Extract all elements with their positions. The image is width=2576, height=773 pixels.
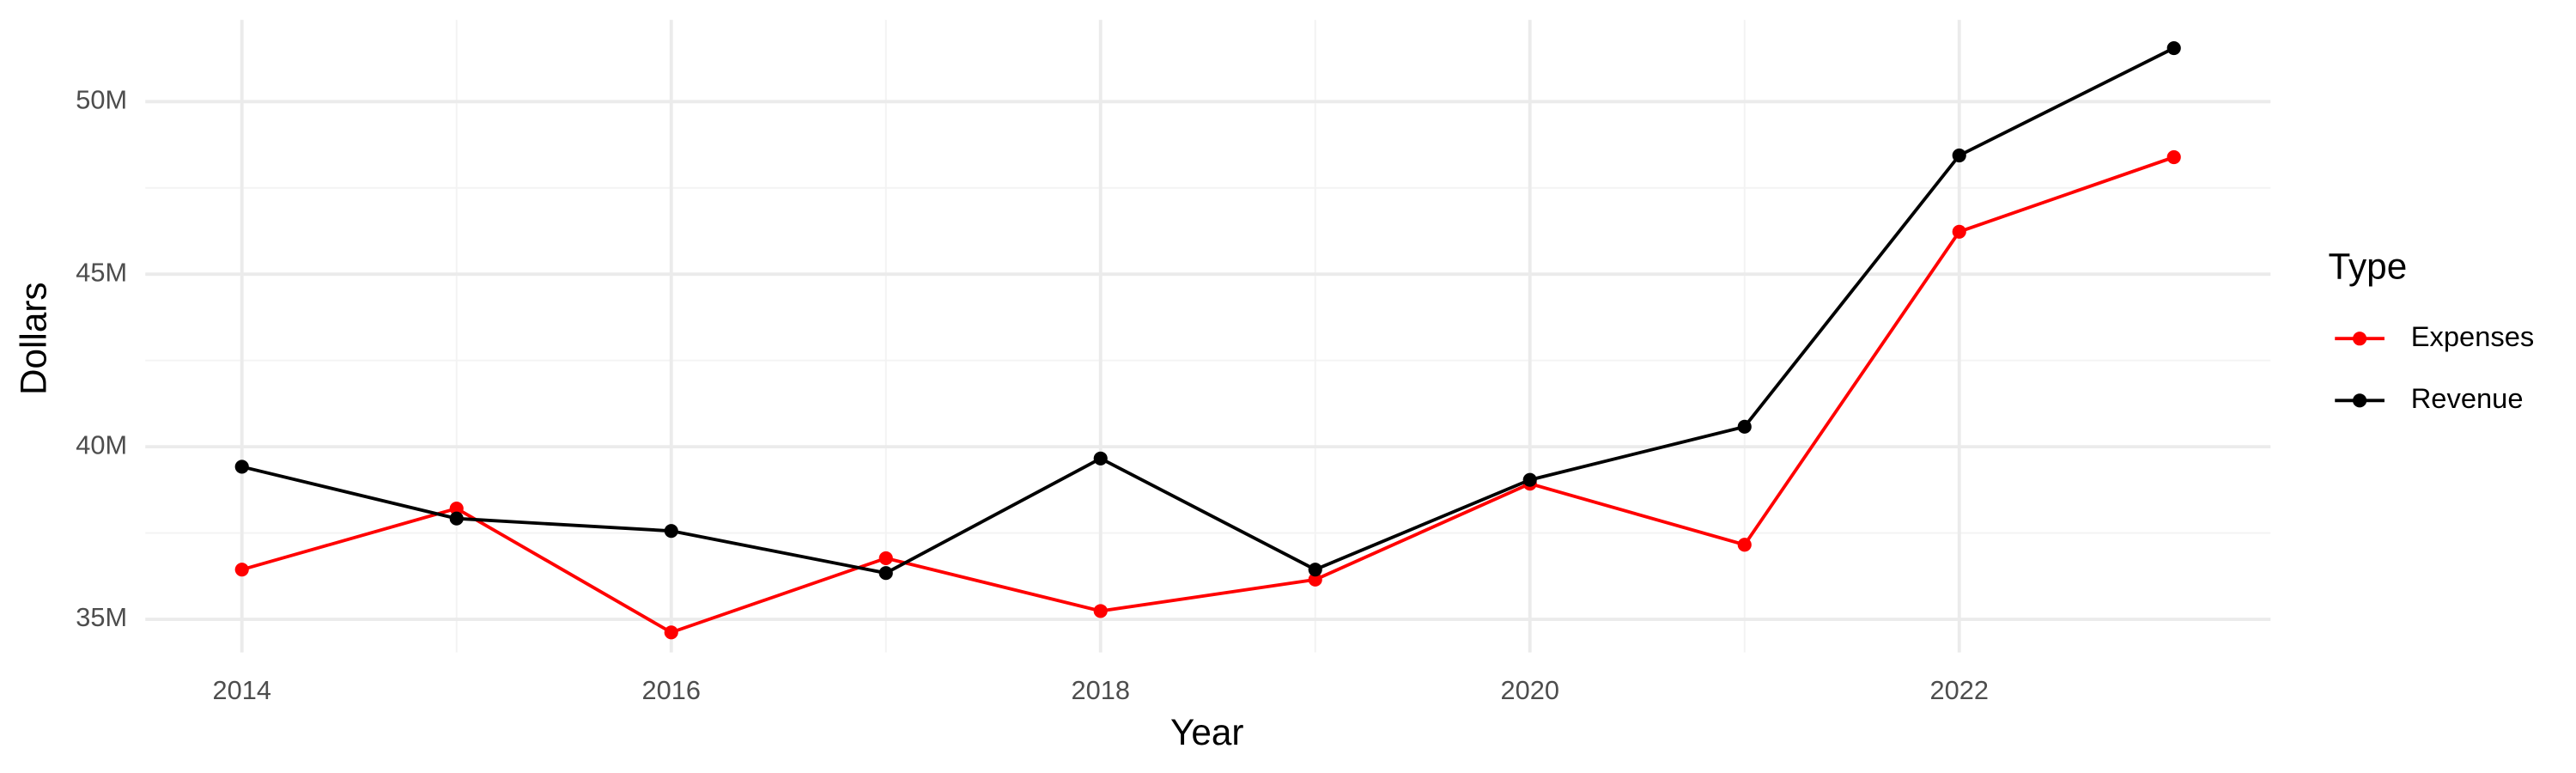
point — [1308, 572, 1322, 587]
y-tick-label: 50M — [76, 84, 127, 114]
grid — [145, 20, 2271, 653]
point — [1952, 148, 1966, 163]
point — [449, 511, 464, 526]
legend-point — [2353, 393, 2367, 408]
y-tick-label: 35M — [76, 602, 127, 632]
x-tick-label: 2014 — [213, 675, 271, 705]
point — [1093, 604, 1108, 618]
legend-point — [2353, 332, 2367, 346]
x-tick-label: 2022 — [1930, 675, 1989, 705]
y-axis-title: Dollars — [13, 282, 53, 395]
legend-label: Revenue — [2411, 382, 2524, 414]
line — [241, 46, 2175, 575]
y-tick-label: 45M — [76, 257, 127, 287]
plot-area — [234, 40, 2181, 640]
point — [664, 524, 678, 539]
point — [1522, 472, 1537, 487]
point — [1093, 451, 1108, 466]
point — [1308, 563, 1322, 577]
x-tick-label: 2016 — [642, 675, 701, 705]
y-tick-label: 40M — [76, 429, 127, 460]
point — [878, 551, 893, 565]
legend-label: Expenses — [2411, 320, 2535, 352]
x-tick-label: 2018 — [1072, 675, 1130, 705]
legend-title: Type — [2329, 247, 2408, 287]
point — [1952, 224, 1966, 239]
point — [878, 566, 893, 581]
point — [1737, 419, 1752, 434]
point — [234, 563, 249, 577]
point — [449, 501, 464, 516]
point — [234, 460, 249, 474]
point — [664, 625, 678, 640]
point — [2166, 149, 2181, 165]
x-tick-label: 2020 — [1501, 675, 1559, 705]
x-axis-title: Year — [1170, 712, 1243, 752]
line — [241, 155, 2175, 635]
point — [1737, 538, 1752, 552]
point — [2166, 40, 2181, 56]
